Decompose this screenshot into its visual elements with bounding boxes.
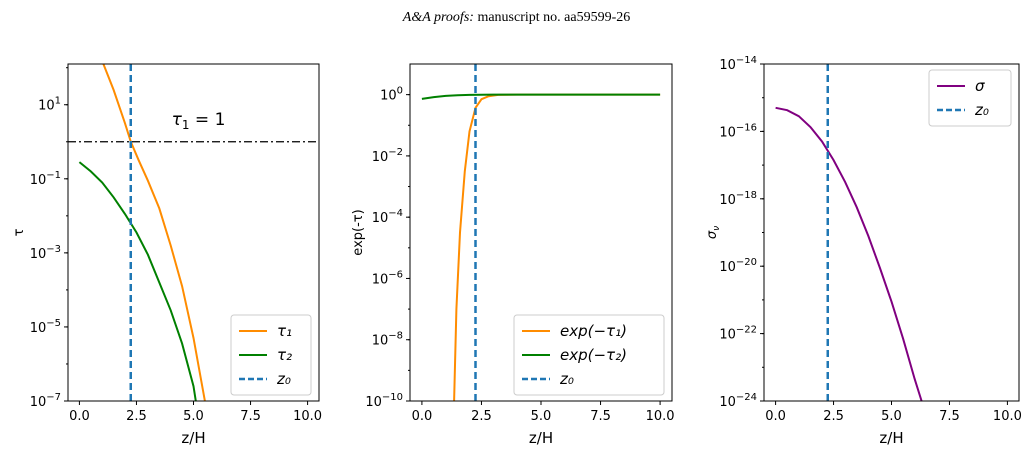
legend-label: τ₂ — [277, 346, 292, 364]
y-tick-label: 10−7 — [30, 392, 61, 410]
series-line-2 — [78, 161, 197, 401]
x-axis-label: z/H — [181, 429, 205, 447]
y-tick-label: 10−14 — [719, 55, 757, 73]
x-tick-label: 7.5 — [240, 409, 261, 424]
x-tick-label: 7.5 — [939, 409, 960, 424]
legend-label: z₀ — [559, 370, 574, 388]
legend-label: σ — [975, 77, 985, 95]
y-tick-label: 10−10 — [365, 392, 403, 410]
legend: exp(−τ₁) exp(−τ₂) z₀ — [513, 314, 665, 396]
x-tick-label: 5.0 — [881, 409, 902, 424]
x-tick-label: 2.5 — [471, 409, 492, 424]
journal-name: A&A proofs: — [402, 10, 474, 25]
y-tick-label: 10−8 — [372, 331, 403, 349]
series-line-1 — [775, 106, 923, 401]
chart-panel-1: τ1 = 1 0.0 2.5 5.0 7.5 10.0 z/H τ τ₁ τ₂ z₀ — [12, 63, 322, 447]
manuscript-number: manuscript no. aa59599-26 — [473, 10, 631, 25]
y-tick-label: 100 — [380, 86, 403, 104]
legend-label: exp(−τ₂) — [560, 346, 627, 364]
y-tick-label: 10−5 — [30, 318, 61, 336]
legend-box — [230, 314, 312, 396]
x-tick-label: 10.0 — [993, 409, 1022, 424]
tau1-annotation: τ1 = 1 — [172, 110, 226, 132]
x-tick-label: 2.5 — [126, 409, 147, 424]
legend-box — [513, 314, 665, 396]
x-tick-label: 2.5 — [823, 409, 844, 424]
x-tick-label: 10.0 — [646, 409, 675, 424]
legend-box — [928, 69, 1012, 127]
x-tick-label: 7.5 — [590, 409, 611, 424]
x-tick-label: 0.0 — [765, 409, 786, 424]
x-tick-label: 5.0 — [531, 409, 552, 424]
x-axis-label: z/H — [879, 429, 903, 447]
y-tick-label: 10−4 — [372, 208, 403, 226]
legend-label: z₀ — [974, 101, 989, 119]
y-tick-label: 10−16 — [719, 122, 757, 140]
x-tick-label: 0.0 — [412, 409, 433, 424]
y-axis-label: τ — [12, 228, 27, 236]
chart-panel-3: 0.0 2.5 5.0 7.5 10.0 z/H σν σ z₀ — [705, 63, 1022, 447]
y-tick-label: 10−18 — [719, 190, 757, 208]
series-line-2 — [421, 93, 661, 100]
y-tick-label: 10−3 — [30, 244, 61, 262]
x-tick-label: 10.0 — [293, 409, 322, 424]
y-tick-label: 10−24 — [719, 392, 757, 410]
page-header: A&A proofs: manuscript no. aa59599-26 — [0, 10, 1033, 26]
y-tick-label: 101 — [38, 96, 61, 114]
chart-panel-2: 0.0 2.5 5.0 7.5 10.0z/Hexp(-τ)exp(−τ₁)exp(−τ… — [351, 63, 675, 447]
legend: τ₁ τ₂ z₀ — [230, 314, 312, 396]
y-tick-label: 10−22 — [719, 325, 757, 343]
x-tick-label: 0.0 — [69, 409, 90, 424]
y-tick-label: 10−1 — [30, 170, 61, 188]
y-tick-label: 10−2 — [372, 147, 403, 165]
y-tick-label: 10−20 — [719, 257, 757, 275]
legend-label: τ₁ — [277, 322, 292, 340]
y-axis-label: exp(-τ) — [351, 209, 366, 255]
x-axis-label: z/H — [529, 429, 553, 447]
legend-label: z₀ — [276, 370, 291, 388]
x-tick-label: 5.0 — [183, 409, 204, 424]
series-line-1 — [102, 64, 206, 401]
legend: σ z₀ — [928, 69, 1012, 127]
legend-label: exp(−τ₁) — [560, 322, 627, 340]
y-tick-label: 10−6 — [372, 269, 403, 287]
y-axis-label: σν — [705, 226, 722, 239]
